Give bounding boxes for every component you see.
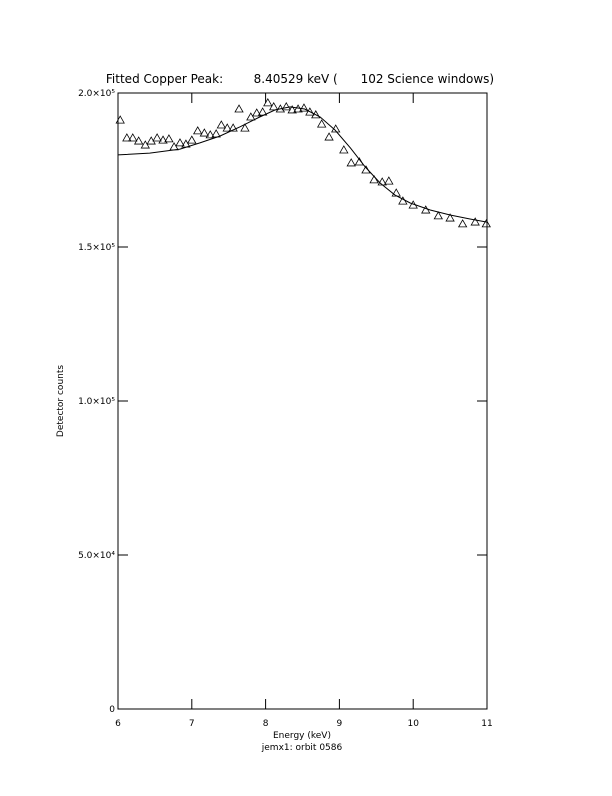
data-point [115,115,125,124]
x-tick-label: 11 [481,719,492,729]
data-point [457,219,468,228]
data-point [324,132,334,141]
data-point [193,126,203,135]
data-point [263,98,273,107]
data-point [164,134,174,143]
data-point [269,102,279,111]
data-point [187,135,197,144]
x-tick-label: 9 [337,719,343,729]
data-point [222,123,232,132]
data-point [305,107,315,116]
data-point [205,130,215,139]
data-point [346,158,356,167]
x-tick-label: 8 [263,719,269,729]
data-point [216,120,227,129]
data-point [287,105,297,114]
data-point [234,104,244,113]
data-point [299,103,309,112]
fit-line [117,106,488,223]
data-point [316,119,327,128]
data-point [240,123,250,132]
y-tick-label: 1.0×10⁵ [78,397,115,407]
data-point [246,112,256,121]
data-point [199,128,210,137]
y-tick-label: 1.5×10⁵ [78,243,115,253]
x-axis-label: Energy (keV) [273,731,331,741]
y-tick-label: 0 [109,705,115,715]
data-point [433,211,443,220]
chart-title: Fitted Copper Peak: 8.40529 keV ( 102 Sc… [106,72,494,86]
data-point [158,135,168,144]
y-axis-label: Detector counts [56,365,66,437]
data-point [122,133,132,142]
y-tick-label: 2.0×10⁵ [78,89,115,99]
data-point [133,136,144,145]
data-point [311,110,321,119]
x-tick-label: 10 [407,719,419,729]
data-point [140,140,150,149]
data-point [470,217,480,226]
data-point [257,107,268,116]
data-point [339,145,349,154]
x-tick-label: 6 [115,719,121,729]
data-point [252,108,262,117]
data-point [228,123,238,132]
data-point [281,102,291,111]
y-tick-label: 5.0×10⁴ [78,551,115,561]
data-point [481,219,491,228]
data-point [175,138,185,147]
x-tick-label: 7 [189,719,195,729]
data-point [128,133,138,142]
data-point [152,133,162,142]
data-point [445,213,455,222]
data-point [384,176,394,185]
footer: jemx1: orbit 0586 [261,743,343,753]
